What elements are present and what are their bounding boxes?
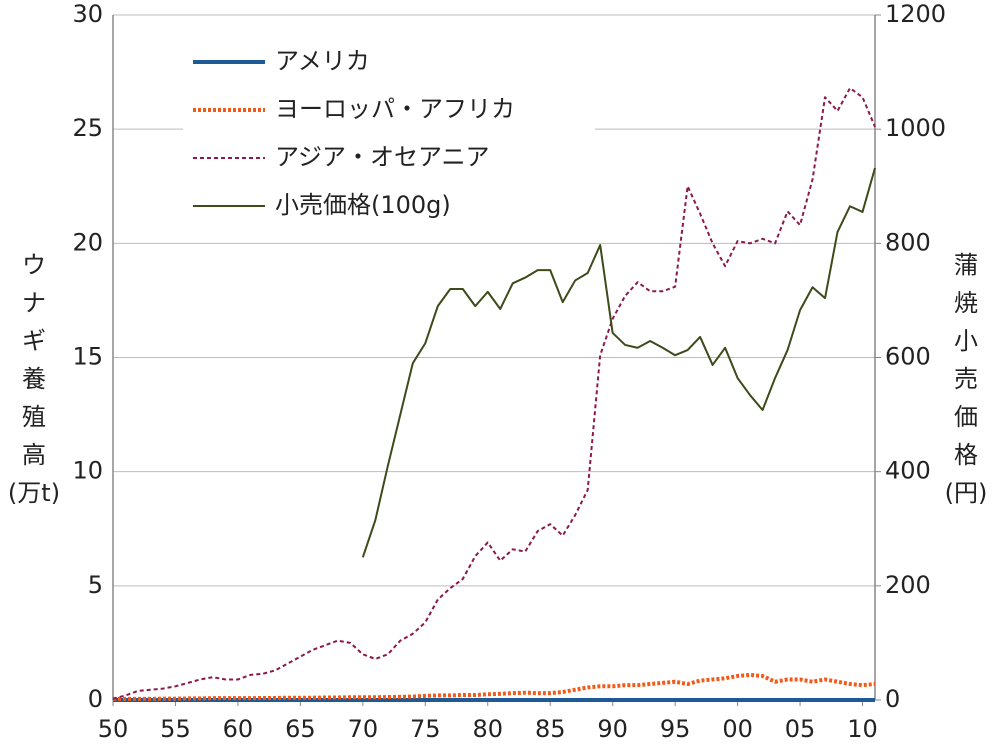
y-tick-label: 30 (72, 0, 103, 28)
y-axis-label: ウナギ養殖高(万t) (8, 251, 60, 507)
y2-axis-label: 蒲焼小売価格(円) (945, 251, 988, 507)
x-tick-label: 75 (410, 715, 441, 743)
legend-label: ヨーロッパ・アフリカ (275, 95, 515, 123)
legend-label: アジア・オセアニア (275, 143, 490, 171)
y2-tick-label: 200 (885, 571, 931, 599)
y2-tick-label: 0 (885, 685, 900, 713)
series-line (361, 167, 876, 558)
x-tick-label: 85 (535, 715, 566, 743)
x-tick-label: 80 (472, 715, 503, 743)
x-tick-label: 95 (660, 715, 691, 743)
x-tick-label: 00 (722, 715, 753, 743)
x-tick-label: 60 (223, 715, 254, 743)
y2-tick-label: 1000 (885, 114, 946, 142)
y2-tick-label: 800 (885, 228, 931, 256)
series-line (112, 87, 876, 700)
series-line (113, 672, 876, 701)
x-tick-label: 55 (160, 715, 191, 743)
x-tick-label: 70 (348, 715, 379, 743)
y-tick-label: 25 (72, 114, 103, 142)
y2-tick-label: 600 (885, 343, 931, 371)
y-tick-label: 15 (72, 343, 103, 371)
y-tick-label: 5 (88, 571, 103, 599)
legend-label: アメリカ (275, 47, 370, 75)
x-tick-label: 50 (98, 715, 129, 743)
x-tick-label: 05 (785, 715, 816, 743)
y2-tick-label: 400 (885, 457, 931, 485)
y2-tick-label: 1200 (885, 0, 946, 28)
x-tick-label: 90 (597, 715, 628, 743)
x-tick-label: 10 (847, 715, 878, 743)
y-tick-label: 0 (88, 685, 103, 713)
legend-box (183, 34, 595, 234)
legend-label: 小売価格(100g) (275, 191, 451, 219)
y-tick-label: 10 (72, 457, 103, 485)
y-tick-label: 20 (72, 228, 103, 256)
x-tick-label: 65 (285, 715, 316, 743)
